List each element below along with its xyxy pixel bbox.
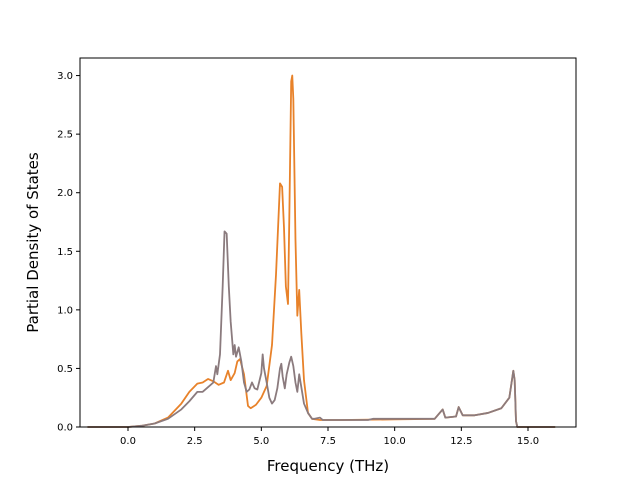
y-tick-label: 3.0: [57, 71, 73, 82]
y-tick-label: 0.5: [57, 364, 73, 375]
x-tick-label: 7.5: [320, 436, 336, 447]
x-axis-title: Frequency (THz): [267, 457, 389, 475]
x-tick-label: 5.0: [253, 436, 269, 447]
x-tick-label: 15.0: [517, 436, 539, 447]
y-axis-ticks: 0.0 0.5 1.0 1.5 2.0 2.5 3.0: [57, 71, 80, 434]
series-layer: [87, 74, 556, 428]
series-line-2: [87, 230, 556, 428]
y-tick-label: 2.5: [57, 130, 73, 141]
x-tick-label: 10.0: [384, 436, 406, 447]
x-tick-label: 2.5: [187, 436, 203, 447]
y-axis-title: Partial Density of States: [24, 152, 42, 333]
x-tick-label: 0.0: [120, 436, 136, 447]
x-tick-label: 12.5: [450, 436, 472, 447]
x-axis-ticks: 0.0 2.5 5.0 7.5 10.0 12.5 15.0: [120, 427, 539, 447]
y-tick-label: 2.0: [57, 188, 73, 199]
plot-frame: [79, 57, 577, 428]
y-tick-label: 0.0: [57, 423, 73, 434]
series-line-1: [87, 74, 556, 428]
y-tick-label: 1.5: [57, 247, 73, 258]
y-tick-label: 1.0: [57, 305, 73, 316]
